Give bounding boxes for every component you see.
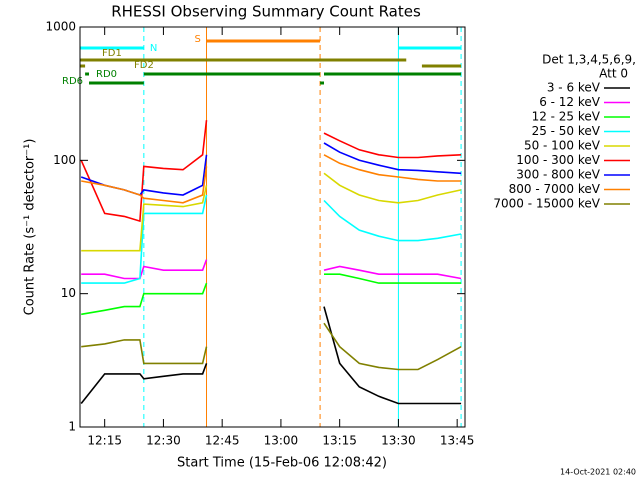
series-line: [80, 142, 462, 196]
series-line: [81, 259, 462, 280]
flag-label: RD0: [96, 69, 117, 80]
series-line: [81, 273, 462, 316]
y-tick-label: 1: [68, 420, 76, 434]
x-tick-label: 12:15: [87, 434, 122, 448]
legend-label: 300 - 800 keV: [516, 168, 600, 182]
legend-label: 100 - 300 keV: [516, 153, 600, 167]
legend-label: 50 - 100 keV: [524, 139, 601, 153]
footer: 14-Oct-2021 02:40: [560, 468, 636, 477]
y-tick-label: 10: [61, 286, 76, 300]
y-tick-label: 1000: [45, 20, 76, 34]
legend-label: 3 - 6 keV: [547, 81, 601, 95]
legend-label: 25 - 50 keV: [532, 124, 601, 138]
flag-label: RD6: [62, 76, 83, 87]
x-tick-label: 12:45: [205, 434, 240, 448]
x-axis-label: Start Time (15-Feb-06 12:08:42): [177, 456, 387, 471]
series-line: [81, 154, 462, 204]
flag-label: S: [195, 34, 201, 45]
series-line: [81, 322, 462, 371]
x-tick-label: 13:45: [440, 434, 475, 448]
plot-frame: [79, 26, 466, 428]
series-line: [80, 306, 462, 405]
x-tick-label: 13:15: [322, 434, 357, 448]
x-tick-label: 12:30: [146, 434, 181, 448]
legend-header: Att 0: [599, 67, 628, 81]
chart-title: RHESSI Observing Summary Count Rates: [111, 3, 421, 21]
x-tick-label: 13:30: [381, 434, 416, 448]
legend-header: Det 1,3,4,5,6,9,: [542, 53, 636, 67]
x-tick-label: 13:00: [264, 434, 299, 448]
legend-label: 6 - 12 keV: [539, 95, 601, 109]
legend-label: 12 - 25 keV: [532, 110, 601, 124]
y-axis-label: Count Rate (s⁻¹ detector⁻¹): [23, 139, 38, 316]
flag-label: N: [150, 43, 157, 54]
flag-label: FD2: [134, 60, 154, 71]
series-line: [81, 172, 462, 252]
legend-label: 7000 - 15000 keV: [493, 197, 600, 211]
series-line: [81, 194, 462, 284]
series-line: [80, 120, 462, 223]
y-tick-label: 100: [53, 153, 76, 167]
legend-label: 800 - 7000 keV: [509, 182, 601, 196]
flag-label: FD1: [102, 48, 122, 59]
